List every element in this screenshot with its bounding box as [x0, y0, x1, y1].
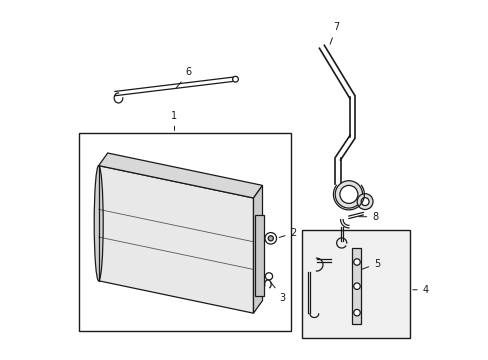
Text: 5: 5 — [359, 258, 380, 270]
Circle shape — [361, 198, 368, 206]
Text: 2: 2 — [279, 228, 296, 238]
Polygon shape — [99, 153, 262, 198]
Polygon shape — [253, 185, 262, 313]
Circle shape — [353, 259, 360, 265]
Text: 4: 4 — [412, 285, 428, 295]
Circle shape — [264, 233, 276, 244]
Circle shape — [267, 236, 273, 241]
Text: 8: 8 — [358, 212, 378, 222]
Circle shape — [353, 283, 360, 289]
Text: 6: 6 — [176, 67, 191, 88]
Circle shape — [335, 181, 362, 208]
Polygon shape — [99, 166, 253, 313]
Bar — [302, 230, 409, 338]
Circle shape — [265, 273, 272, 280]
Circle shape — [353, 309, 360, 316]
Bar — [255, 215, 264, 296]
Bar — [79, 133, 291, 331]
Bar — [352, 248, 361, 324]
Ellipse shape — [94, 166, 103, 281]
Text: 1: 1 — [171, 111, 177, 130]
Text: 7: 7 — [329, 22, 339, 44]
Text: 3: 3 — [270, 282, 285, 302]
Circle shape — [339, 185, 357, 203]
Circle shape — [356, 194, 372, 210]
Circle shape — [232, 76, 238, 82]
